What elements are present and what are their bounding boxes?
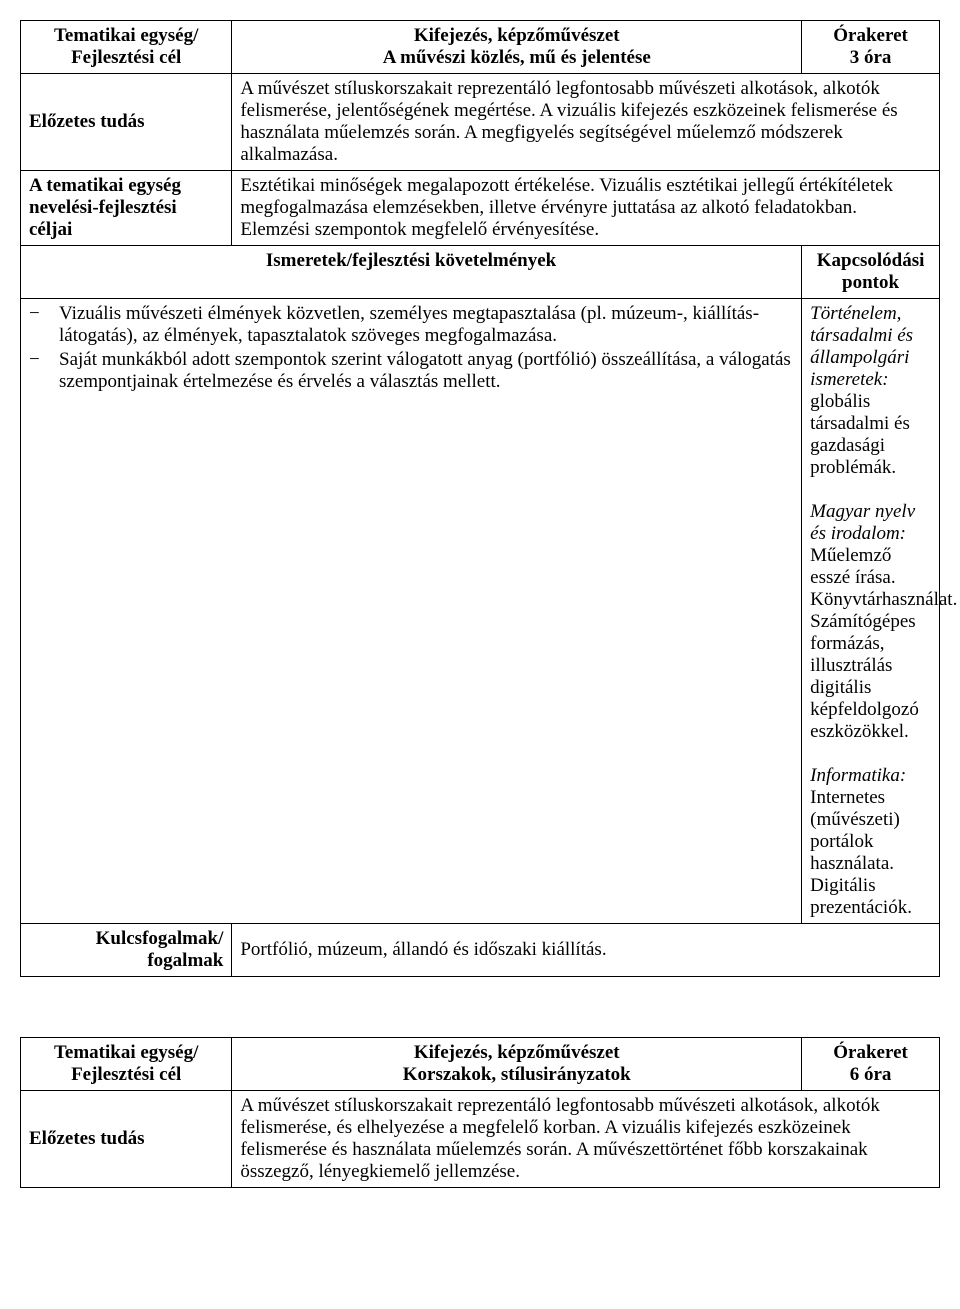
text: Kulcsfogalmak/ — [96, 928, 224, 949]
list-item: Vizuális művészeti élmények közvetlen, s… — [29, 303, 793, 347]
text: Előzetes tudás — [29, 111, 145, 132]
cell-connections-content: Történelem, társadalmi és állampolgári i… — [802, 299, 940, 924]
text: Kifejezés, képzőművészet — [414, 1042, 620, 1063]
connection-subject: Történelem, társadalmi és állampolgári i… — [810, 303, 913, 390]
text: Tematikai egység/ — [54, 1042, 198, 1063]
cell-prior-knowledge-content: A művészet stíluskorszakait reprezentáló… — [232, 1091, 940, 1188]
text: Órakeret — [833, 25, 908, 46]
text: Előzetes tudás — [29, 1128, 145, 1149]
cell-key-concepts-content: Portfólió, múzeum, állandó és időszaki k… — [232, 924, 940, 977]
text: Kifejezés, képzőművészet — [414, 25, 620, 46]
text: 6 óra — [850, 1064, 892, 1085]
cell-hours: Órakeret 3 óra — [802, 21, 940, 74]
text: Órakeret — [833, 1042, 908, 1063]
connection-block: Informatika: Internetes (művészeti) port… — [810, 765, 931, 919]
list-item: Saját munkákból adott szempontok szerint… — [29, 349, 793, 393]
requirements-list: Vizuális művészeti élmények közvetlen, s… — [29, 303, 793, 393]
cell-prior-knowledge-label: Előzetes tudás — [21, 1091, 232, 1188]
text: A művészi közlés, mű és jelentése — [383, 47, 651, 68]
table-row: Előzetes tudás A művészet stíluskorszaka… — [21, 74, 940, 171]
text: Esztétikai minőségek megalapozott értéke… — [240, 175, 893, 240]
connection-block: Magyar nyelv és irodalom: Műelemző esszé… — [810, 501, 931, 743]
cell-connections-header: Kapcsolódási pontok — [802, 246, 940, 299]
connection-subject: Magyar nyelv és irodalom: — [810, 501, 915, 544]
text: Saját munkákból adott szempontok szerint… — [59, 349, 791, 392]
cell-goals-label: A tematikai egység nevelési-fejlesztési … — [21, 171, 232, 246]
cell-key-concepts-label: Kulcsfogalmak/ fogalmak — [21, 924, 232, 977]
cell-goals-content: Esztétikai minőségek megalapozott értéke… — [232, 171, 940, 246]
text: Ismeretek/fejlesztési követelmények — [266, 250, 556, 271]
curriculum-table-1: Tematikai egység/ Fejlesztési cél Kifeje… — [20, 20, 940, 977]
table-row: Ismeretek/fejlesztési követelmények Kapc… — [21, 246, 940, 299]
connection-detail: globális társadalmi és gazdasági problém… — [810, 391, 910, 478]
table-row: A tematikai egység nevelési-fejlesztési … — [21, 171, 940, 246]
cell-unit-goal: Tematikai egység/ Fejlesztési cél — [21, 1038, 232, 1091]
cell-title: Kifejezés, képzőművészet A művészi közlé… — [232, 21, 802, 74]
text: Portfólió, múzeum, állandó és időszaki k… — [240, 939, 606, 960]
connection-detail: Műelemző esszé írása. Könyvtárhasználat.… — [810, 545, 957, 742]
cell-prior-knowledge-label: Előzetes tudás — [21, 74, 232, 171]
text: Korszakok, stílusirányzatok — [403, 1064, 631, 1085]
connection-block: Történelem, társadalmi és állampolgári i… — [810, 303, 931, 479]
table-row: Vizuális művészeti élmények közvetlen, s… — [21, 299, 940, 924]
table-spacer — [20, 977, 940, 1037]
cell-prior-knowledge-content: A művészet stíluskorszakait reprezentáló… — [232, 74, 940, 171]
text: A művészet stíluskorszakait reprezentáló… — [240, 1095, 880, 1182]
table-row: Tematikai egység/ Fejlesztési cél Kifeje… — [21, 1038, 940, 1091]
text: Tematikai egység/ — [54, 25, 198, 46]
text: Fejlesztési cél — [71, 47, 181, 68]
text: Vizuális művészeti élmények közvetlen, s… — [59, 303, 759, 346]
text: A művészet stíluskorszakait reprezentáló… — [240, 78, 897, 165]
table-row: Kulcsfogalmak/ fogalmak Portfólió, múzeu… — [21, 924, 940, 977]
text: Kapcsolódási pontok — [817, 250, 925, 293]
table-row: Előzetes tudás A művészet stíluskorszaka… — [21, 1091, 940, 1188]
connection-subject: Informatika: — [810, 765, 906, 786]
table-row: Tematikai egység/ Fejlesztési cél Kifeje… — [21, 21, 940, 74]
curriculum-table-2: Tematikai egység/ Fejlesztési cél Kifeje… — [20, 1037, 940, 1188]
cell-requirements-header: Ismeretek/fejlesztési követelmények — [21, 246, 802, 299]
connection-detail: Internetes (művészeti) portálok használa… — [810, 787, 912, 918]
cell-title: Kifejezés, képzőművészet Korszakok, stíl… — [232, 1038, 802, 1091]
text: A tematikai egység nevelési-fejlesztési … — [29, 175, 181, 240]
cell-requirements-content: Vizuális művészeti élmények közvetlen, s… — [21, 299, 802, 924]
text: Fejlesztési cél — [71, 1064, 181, 1085]
text: 3 óra — [850, 47, 892, 68]
cell-unit-goal: Tematikai egység/ Fejlesztési cél — [21, 21, 232, 74]
text: fogalmak — [147, 950, 223, 971]
cell-hours: Órakeret 6 óra — [802, 1038, 940, 1091]
